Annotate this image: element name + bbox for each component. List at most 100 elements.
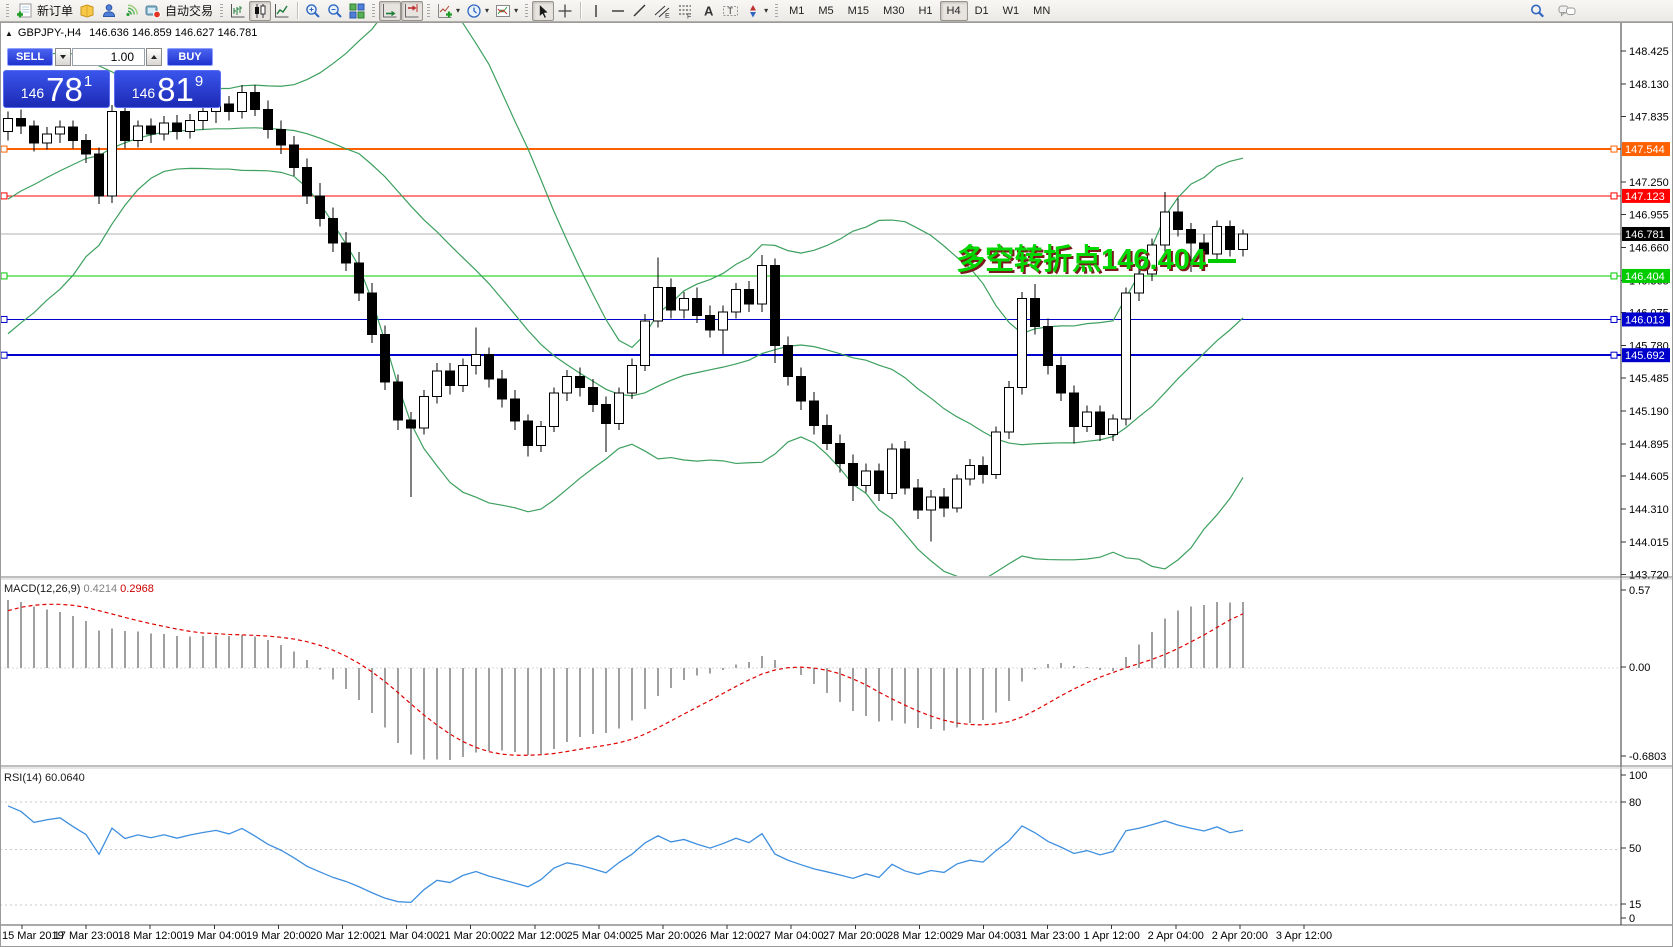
cursor-icon: [539, 3, 549, 19]
horizontal-line-icon: [612, 9, 625, 12]
volume-increase-button[interactable]: [146, 48, 162, 66]
spinner-up-icon: [151, 55, 157, 59]
timeframe-m15[interactable]: M15: [847, 4, 870, 17]
auto-scroll-icon: [383, 3, 397, 17]
hline-handle[interactable]: [0, 145, 8, 153]
auto-scroll-button[interactable]: [379, 0, 402, 21]
volume-input[interactable]: 1.00: [72, 48, 145, 66]
price-plate-145.692-text: 145.692: [1625, 350, 1665, 362]
sell-price-panel[interactable]: 146 78 1: [3, 70, 110, 108]
volume-decrease-button[interactable]: [55, 48, 71, 66]
timeframe-m5[interactable]: M5: [818, 4, 834, 17]
new-order-button[interactable]: 新订单: [13, 1, 76, 21]
chat-icon[interactable]: [1558, 3, 1576, 19]
hline-handle[interactable]: [1610, 315, 1618, 323]
timeframe-m30[interactable]: M30: [883, 4, 905, 17]
tile-windows-button[interactable]: [346, 1, 368, 21]
price-plate-147.123: [1622, 188, 1670, 203]
crosshair-icon: [558, 4, 572, 17]
timeframe-h1[interactable]: H1: [918, 4, 933, 17]
timeframe-m1[interactable]: M1: [789, 4, 805, 17]
arrows-button[interactable]: ▾: [742, 1, 771, 21]
indicators-button[interactable]: ▾: [434, 1, 463, 21]
signals-button[interactable]: [120, 1, 142, 21]
community-button[interactable]: [98, 1, 120, 21]
chart-shift-button[interactable]: [401, 0, 424, 21]
price-axis-label: 145.485: [1629, 373, 1669, 385]
new-order-icon: [17, 3, 32, 17]
zoom-out-button[interactable]: [324, 1, 346, 21]
time-axis-label: 2 Apr 04:00: [1148, 930, 1204, 942]
horizontal-line-button[interactable]: [607, 1, 629, 21]
time-axis-label: 19 Mar 20:00: [246, 930, 311, 942]
vertical-line-button[interactable]: [585, 1, 607, 21]
svg-text:A: A: [704, 3, 714, 18]
timeframe-h4[interactable]: H4: [939, 0, 968, 21]
indicators-icon: [438, 3, 453, 18]
hline-handle[interactable]: [1610, 351, 1618, 359]
chevron-down-icon: ▾: [764, 5, 769, 15]
time-axis-label: 1 Apr 12:00: [1084, 930, 1140, 942]
templates-button[interactable]: ▾: [492, 1, 521, 21]
toolbar-separator: [297, 2, 299, 19]
chart-window-frame: [0, 22, 1673, 947]
price-plate-146.013-text: 146.013: [1625, 314, 1665, 326]
periods-button[interactable]: ▾: [463, 1, 492, 21]
hline-handle[interactable]: [1610, 145, 1618, 153]
autotrading-button[interactable]: 自动交易: [142, 1, 216, 21]
sell-price-sup: 1: [83, 73, 93, 90]
templates-icon: [496, 4, 511, 17]
hline-handle[interactable]: [1610, 272, 1618, 280]
time-axis-label: 27 Mar 20:00: [823, 930, 888, 942]
line-chart-button[interactable]: [271, 1, 293, 21]
text-label-icon: T: [723, 5, 739, 16]
price-plate-145.692: [1622, 348, 1670, 363]
timeframe-mn[interactable]: MN: [1033, 4, 1051, 17]
toolbar-drag-handle[interactable]: [372, 3, 376, 18]
toolbar-drag-handle[interactable]: [775, 3, 779, 18]
annotation-shadow: 多空转折点146.404: [958, 244, 1208, 278]
spinner-down-icon: [60, 55, 66, 59]
timeframe-w1[interactable]: W1: [1002, 4, 1020, 17]
annotation-text[interactable]: 多空转折点146.404: [956, 242, 1206, 276]
macd-pane: [0, 599, 1621, 760]
hline-handle[interactable]: [0, 351, 8, 359]
rsi-label: RSI(14) 60.0640: [4, 772, 85, 784]
cursor-button[interactable]: [532, 0, 555, 21]
zoom-in-button[interactable]: [302, 1, 324, 21]
text-label-button[interactable]: T: [719, 1, 742, 21]
macd-label: MACD(12,26,9) 0.4214 0.2968: [4, 583, 154, 595]
bid-price-plate: [1622, 226, 1670, 241]
candlestick-chart-button[interactable]: [249, 0, 272, 21]
price-axis-label: 144.895: [1629, 439, 1669, 451]
bar-chart-button[interactable]: [227, 1, 249, 21]
toolbar-drag-handle[interactable]: [427, 3, 431, 18]
toolbar-drag-handle[interactable]: [6, 3, 9, 18]
toolbar-drag-handle[interactable]: [220, 3, 224, 18]
trendline-button[interactable]: [629, 1, 651, 21]
rsi-axis-label: 50: [1629, 843, 1641, 855]
hline-handle[interactable]: [0, 192, 8, 200]
rsi-axis-label: 0: [1629, 913, 1635, 925]
text-button[interactable]: A: [697, 1, 719, 21]
crosshair-button[interactable]: [554, 1, 576, 21]
search-icon[interactable]: [1529, 3, 1546, 19]
buy-price-panel[interactable]: 146 81 9: [114, 70, 221, 108]
sell-button[interactable]: SELL: [7, 48, 53, 66]
zoom-out-icon: [328, 3, 342, 18]
price-axis[interactable]: 148.425 148.130 147.835 147.250 146.955 146.6…: [1620, 22, 1673, 925]
collapse-panel-icon[interactable]: ▲: [5, 28, 13, 38]
fibonacci-button[interactable]: F: [674, 1, 697, 21]
toolbar-drag-handle[interactable]: [525, 3, 529, 18]
timeframe-d1[interactable]: D1: [974, 4, 989, 17]
market-button[interactable]: [76, 1, 98, 21]
hline-handle[interactable]: [1610, 192, 1618, 200]
hline-handle[interactable]: [0, 272, 8, 280]
autotrading-icon: [145, 5, 161, 18]
equidistant-channel-button[interactable]: E: [651, 1, 674, 21]
buy-button[interactable]: BUY: [167, 48, 213, 66]
autotrading-label: 自动交易: [165, 4, 214, 18]
hline-handle[interactable]: [0, 315, 8, 323]
